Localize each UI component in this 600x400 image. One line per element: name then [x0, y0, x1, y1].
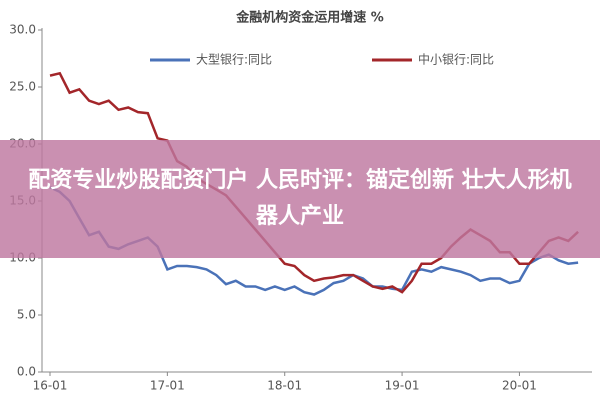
legend-label: 大型银行:同比 — [196, 53, 272, 67]
legend-label: 中小银行:同比 — [418, 52, 494, 67]
chart-title: 金融机构资金运用增速 % — [235, 10, 384, 26]
y-tick-label: 25.0 — [9, 80, 36, 94]
y-tick-label: 5.0 — [17, 308, 36, 322]
x-tick-label: 20-01 — [502, 379, 537, 393]
y-tick-label: 30.0 — [9, 23, 36, 37]
x-tick-label: 17-01 — [150, 379, 185, 393]
x-tick-label: 18-01 — [267, 379, 302, 393]
y-tick-label: 0.0 — [17, 365, 36, 379]
x-tick-label: 19-01 — [385, 379, 420, 393]
banner: 配资专业炒股配资门户 人民时评：锚定创新 壮大人形机器人产业 — [0, 140, 600, 258]
x-tick-label: 16-01 — [33, 379, 68, 393]
